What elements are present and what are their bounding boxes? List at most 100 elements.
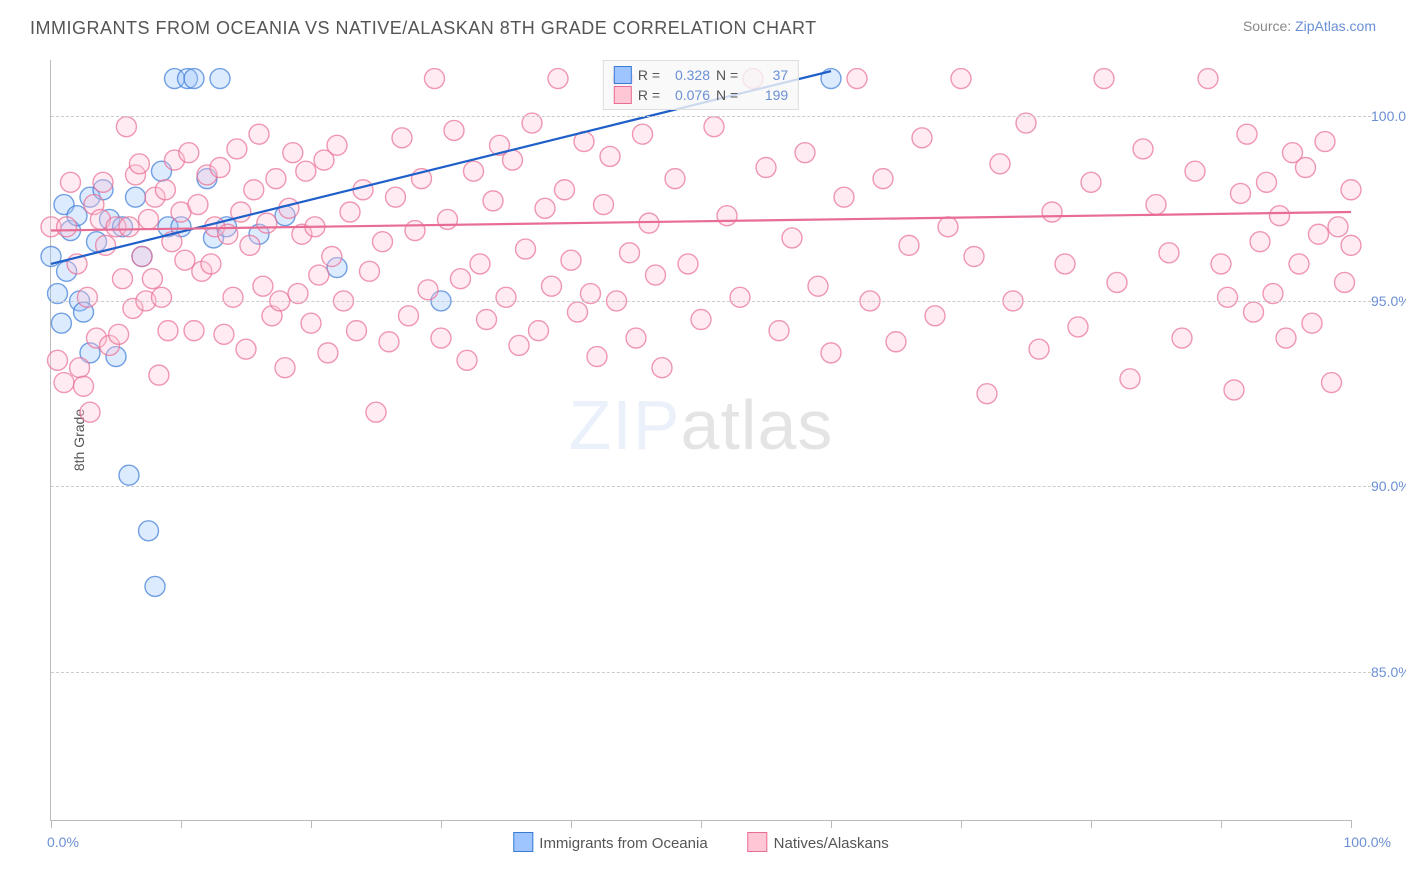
data-point	[886, 332, 906, 352]
data-point	[244, 180, 264, 200]
data-point	[1309, 224, 1329, 244]
data-point	[925, 306, 945, 326]
data-point	[74, 376, 94, 396]
data-point	[1055, 254, 1075, 274]
xaxis-tick	[701, 820, 702, 828]
data-point	[373, 232, 393, 252]
data-point	[275, 358, 295, 378]
data-point	[516, 239, 536, 259]
data-point	[1224, 380, 1244, 400]
source-attribution: Source: ZipAtlas.com	[1243, 18, 1376, 34]
data-point	[503, 150, 523, 170]
data-point	[704, 117, 724, 137]
yaxis-tick-label: 95.0%	[1371, 293, 1406, 309]
gridline	[51, 486, 1371, 487]
data-point	[899, 235, 919, 255]
data-point	[1185, 161, 1205, 181]
legend-row-oceania: R = 0.328 N = 37	[614, 65, 788, 85]
data-point	[279, 198, 299, 218]
xaxis-tick	[831, 820, 832, 828]
data-point	[1120, 369, 1140, 389]
data-point	[158, 321, 178, 341]
data-point	[54, 373, 74, 393]
data-point	[483, 191, 503, 211]
data-point	[145, 576, 165, 596]
data-point	[188, 195, 208, 215]
data-point	[61, 172, 81, 192]
legend-n-value: 199	[744, 85, 788, 105]
data-point	[1270, 206, 1290, 226]
data-point	[418, 280, 438, 300]
data-point	[477, 310, 497, 330]
series-legend-item-natives: Natives/Alaskans	[748, 832, 889, 852]
data-point	[633, 124, 653, 144]
data-point	[184, 69, 204, 89]
gridline	[51, 301, 1371, 302]
data-point	[600, 146, 620, 166]
data-point	[1198, 69, 1218, 89]
data-point	[990, 154, 1010, 174]
data-point	[1315, 132, 1335, 152]
data-point	[214, 324, 234, 344]
data-point	[782, 228, 802, 248]
xaxis-tick	[1221, 820, 1222, 828]
data-point	[353, 180, 373, 200]
data-point	[152, 287, 172, 307]
data-point	[1159, 243, 1179, 263]
data-point	[113, 269, 133, 289]
data-point	[379, 332, 399, 352]
data-point	[80, 402, 100, 422]
series-name-oceania: Immigrants from Oceania	[539, 835, 707, 852]
legend-n-label: N =	[716, 65, 738, 85]
data-point	[1029, 339, 1049, 359]
data-point	[691, 310, 711, 330]
data-point	[1081, 172, 1101, 192]
data-point	[139, 209, 159, 229]
series-legend-item-oceania: Immigrants from Oceania	[513, 832, 707, 852]
data-point	[116, 117, 136, 137]
data-point	[509, 335, 529, 355]
data-point	[717, 206, 737, 226]
data-point	[1289, 254, 1309, 274]
data-point	[1231, 183, 1251, 203]
data-point	[938, 217, 958, 237]
data-point	[149, 365, 169, 385]
data-point	[678, 254, 698, 274]
data-point	[555, 180, 575, 200]
data-point	[1094, 69, 1114, 89]
data-point	[587, 347, 607, 367]
data-point	[438, 209, 458, 229]
data-point	[431, 328, 451, 348]
data-point	[210, 69, 230, 89]
data-point	[1042, 202, 1062, 222]
data-point	[179, 143, 199, 163]
legend-r-label: R =	[638, 85, 660, 105]
gridline	[51, 672, 1371, 673]
data-point	[1244, 302, 1264, 322]
legend-r-label: R =	[638, 65, 660, 85]
data-point	[756, 158, 776, 178]
data-point	[240, 235, 260, 255]
yaxis-tick-label: 100.0%	[1371, 108, 1406, 124]
data-point	[126, 187, 146, 207]
series-swatch-oceania	[513, 832, 533, 852]
series-name-natives: Natives/Alaskans	[774, 835, 889, 852]
data-point	[1302, 313, 1322, 333]
correlation-legend: R = 0.328 N = 37 R = 0.076 N = 199	[603, 60, 799, 110]
data-point	[535, 198, 555, 218]
data-point	[795, 143, 815, 163]
data-point	[568, 302, 588, 322]
xaxis-tick	[311, 820, 312, 828]
plot-area: 8th Grade ZIPatlas R = 0.328 N = 37 R = …	[50, 60, 1351, 821]
data-point	[594, 195, 614, 215]
source-link[interactable]: ZipAtlas.com	[1295, 18, 1376, 34]
data-point	[542, 276, 562, 296]
data-point	[386, 187, 406, 207]
xaxis-label-left: 0.0%	[47, 834, 79, 850]
data-point	[1341, 180, 1361, 200]
legend-r-value: 0.328	[666, 65, 710, 85]
series-legend: Immigrants from Oceania Natives/Alaskans	[513, 832, 888, 852]
data-point	[1146, 195, 1166, 215]
data-point	[808, 276, 828, 296]
data-point	[392, 128, 412, 148]
